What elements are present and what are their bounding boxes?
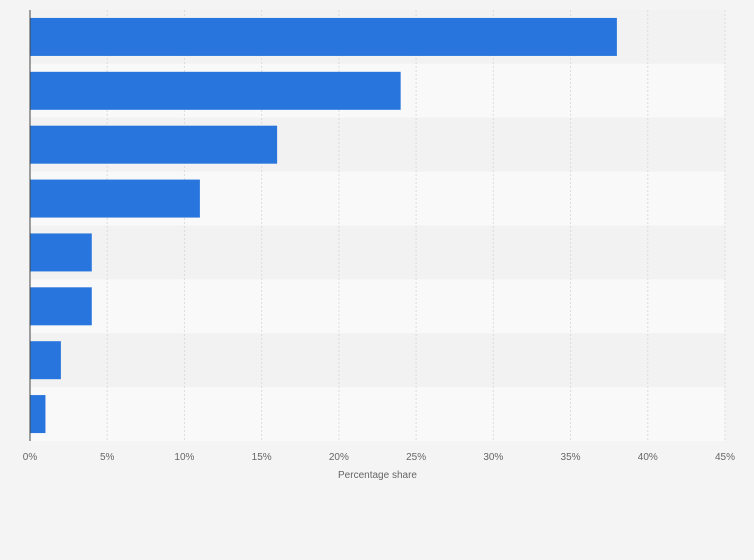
- x-tick-label: 20%: [329, 452, 349, 463]
- row-band: [30, 279, 725, 334]
- x-tick-label: 25%: [406, 452, 426, 463]
- row-bands: [30, 10, 725, 441]
- bar[interactable]: [30, 287, 92, 326]
- row-band: [30, 225, 725, 280]
- x-tick-label: 35%: [561, 452, 581, 463]
- bar[interactable]: [30, 17, 617, 56]
- bar[interactable]: [30, 233, 92, 272]
- bar[interactable]: [30, 341, 61, 380]
- row-band: [30, 333, 725, 388]
- x-axis-title: Percentage share: [338, 470, 417, 481]
- row-band: [30, 387, 725, 441]
- x-tick-label: 10%: [174, 452, 194, 463]
- bars: [30, 17, 617, 434]
- x-tick-label: 45%: [715, 452, 735, 463]
- x-tick-label: 5%: [100, 452, 115, 463]
- x-tick-label: 15%: [252, 452, 272, 463]
- bar[interactable]: [30, 179, 200, 218]
- x-tick-labels: 0% 5% 10% 15% 20% 25% 30% 35% 40% 45%: [23, 452, 735, 463]
- x-tick-label: 30%: [483, 452, 503, 463]
- bar[interactable]: [30, 395, 46, 434]
- bar[interactable]: [30, 125, 278, 164]
- x-tick-label: 40%: [638, 452, 658, 463]
- x-tick-label: 0%: [23, 452, 38, 463]
- bar[interactable]: [30, 71, 401, 110]
